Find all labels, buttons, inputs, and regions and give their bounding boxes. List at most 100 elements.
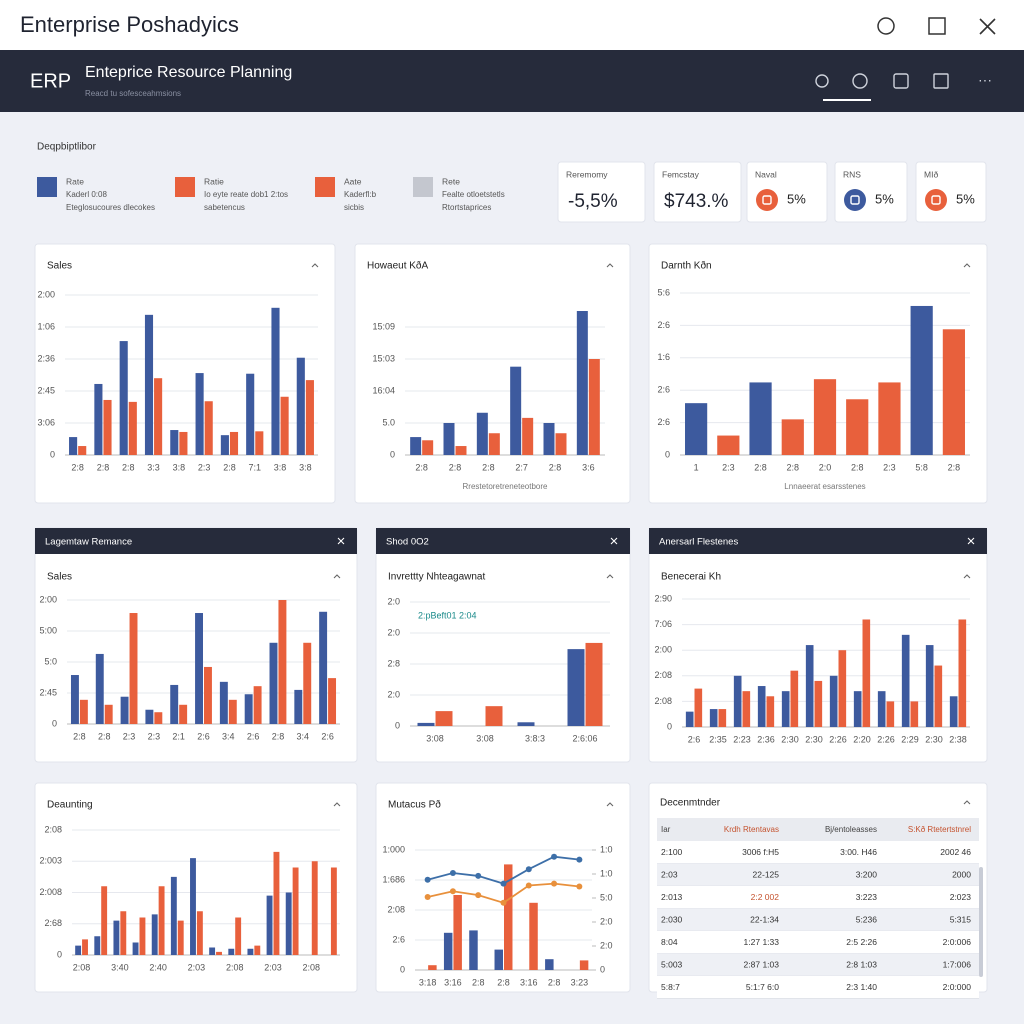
- bar: [219, 681, 228, 724]
- table-row: [657, 931, 979, 954]
- y2-tick-label: 5:0: [600, 892, 613, 902]
- y-tick-label: 0: [667, 721, 672, 731]
- y-tick-label: 2:6: [657, 385, 670, 395]
- bar: [294, 689, 303, 724]
- table-row: [657, 863, 979, 886]
- chart-title: Sales: [47, 261, 72, 272]
- bar: [417, 722, 435, 726]
- chart-title: Mutacus Pð: [388, 799, 441, 811]
- table-row: [657, 886, 979, 909]
- card-collapse[interactable]: [333, 574, 341, 579]
- chart-title: Sales: [47, 572, 72, 583]
- table-header-cell: Iar: [661, 825, 671, 834]
- y-tick-label: 7:06: [654, 619, 672, 629]
- bar: [78, 446, 87, 455]
- nav-subtitle: Reacd tu sofesceahmsions: [85, 89, 181, 98]
- x-tick-label: 3:4: [297, 731, 310, 741]
- card-collapse[interactable]: [606, 574, 614, 579]
- x-tick-label: 2:6: [688, 734, 701, 744]
- card-collapse[interactable]: [963, 263, 971, 268]
- y-tick-label: 2:90: [654, 593, 672, 603]
- icon-user[interactable]: [815, 74, 829, 88]
- card-header: [649, 528, 987, 554]
- x-tick-label: 2:36: [757, 734, 775, 744]
- card-collapse[interactable]: [311, 263, 319, 268]
- bar: [766, 696, 775, 727]
- line-point: [525, 866, 532, 873]
- bar: [504, 864, 513, 970]
- bar: [177, 920, 184, 955]
- bar: [296, 357, 305, 455]
- x-tick-label: 2:8: [497, 977, 510, 987]
- bar: [781, 419, 804, 455]
- card-collapse[interactable]: [963, 800, 971, 805]
- icon-window[interactable]: [928, 17, 946, 35]
- x-tick-label: 2:08: [303, 962, 321, 972]
- card-collapse[interactable]: [606, 263, 614, 268]
- x-tick-label: 2:8: [787, 462, 800, 472]
- kpi-value: 5%: [875, 191, 894, 206]
- bar: [179, 431, 188, 455]
- chart-card: [34, 782, 358, 993]
- card-collapse[interactable]: [606, 802, 614, 807]
- line-point: [475, 872, 482, 879]
- icon-clock[interactable]: [877, 17, 895, 35]
- legend-text: Io eyte reate dob1 2:tos: [204, 190, 288, 199]
- y-tick-label: 2:00: [37, 289, 55, 299]
- card-collapse[interactable]: [963, 574, 971, 579]
- bar: [154, 712, 163, 724]
- y-tick-label: 2:45: [37, 385, 55, 395]
- card-close[interactable]: [610, 537, 618, 545]
- bar: [119, 341, 128, 455]
- icon-box[interactable]: [893, 73, 909, 89]
- table-row: [657, 953, 979, 976]
- y-tick-label: 3:06: [37, 417, 55, 427]
- y2-tick-label: 1:0: [600, 868, 613, 878]
- kpi-icon: [756, 189, 778, 211]
- bar: [103, 399, 112, 455]
- bar: [925, 645, 934, 727]
- line-point: [424, 894, 431, 901]
- y-tick-label: 2:6: [657, 417, 670, 427]
- x-tick-label: 2:3: [883, 462, 896, 472]
- x-tick-label: 2:8: [223, 462, 236, 472]
- x-tick-label: 2:8: [449, 462, 462, 472]
- bar: [494, 949, 503, 970]
- kpi-icon-glyph: [762, 195, 772, 205]
- table-cell: 2:87 1:03: [744, 959, 780, 969]
- table-cell: 8:04: [661, 937, 678, 947]
- table-cell: 3:223: [856, 892, 878, 902]
- chart-title: Darnth Kðn: [661, 260, 712, 272]
- y-tick-label: 5:6: [657, 287, 670, 297]
- y-tick-label: 0: [57, 949, 62, 959]
- y-tick-label: 5.0: [382, 417, 395, 427]
- icon-add[interactable]: [933, 73, 949, 89]
- x-tick-label: 2:3: [148, 731, 161, 741]
- x-tick-label: 2:38: [949, 734, 967, 744]
- bar: [476, 412, 488, 455]
- table-cell: 2:3 1:40: [846, 982, 877, 992]
- chart-title: Deaunting: [47, 800, 93, 811]
- card-close[interactable]: [967, 537, 975, 545]
- x-tick-label: 3:4: [222, 731, 235, 741]
- card-close[interactable]: [337, 537, 345, 545]
- y-tick-label: 15:03: [372, 353, 395, 363]
- bar: [886, 701, 895, 727]
- icon-close[interactable]: [979, 18, 996, 35]
- bar: [235, 917, 242, 955]
- y-tick-label: 5:0: [44, 656, 57, 666]
- table-cell: 2:03: [661, 869, 678, 879]
- icon-more[interactable]: ···: [978, 72, 992, 88]
- icon-search[interactable]: [852, 73, 868, 89]
- bar: [278, 600, 287, 724]
- card-collapse[interactable]: [333, 802, 341, 807]
- table-header-row: [657, 818, 979, 841]
- line-point: [551, 880, 558, 887]
- x-tick-label: 2:29: [901, 734, 919, 744]
- table-row: [657, 976, 979, 999]
- y-tick-label: 2:45: [39, 687, 57, 697]
- table-cell: 2:0:006: [943, 937, 972, 947]
- x-tick-label: 3:8: [299, 462, 312, 472]
- bar: [455, 446, 467, 455]
- y2-tick-label: 2:0: [600, 916, 613, 926]
